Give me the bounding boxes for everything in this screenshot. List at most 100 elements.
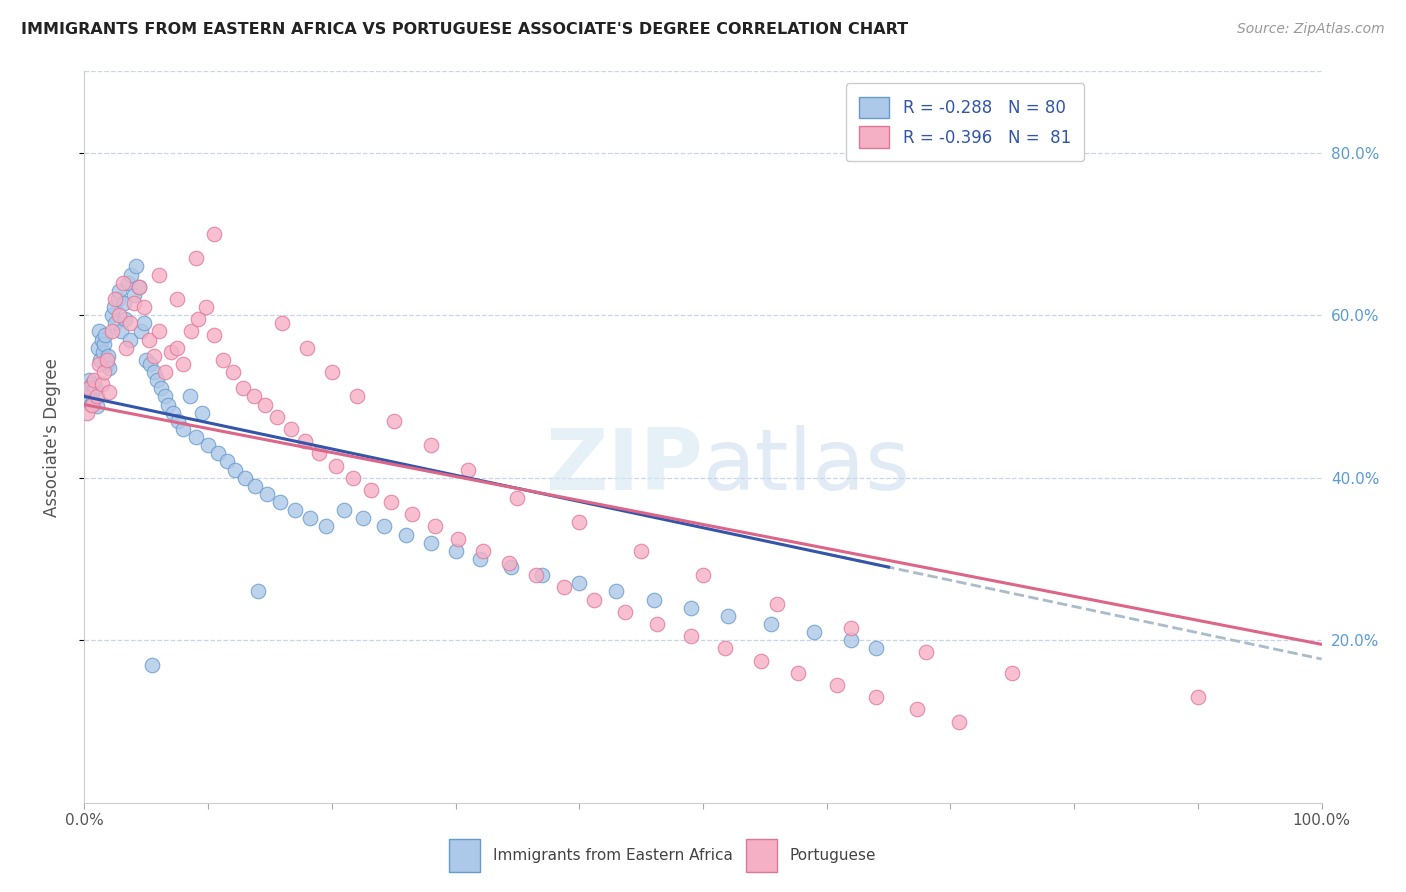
Point bbox=[184, 430, 207, 444]
Point bbox=[382, 414, 405, 428]
Point bbox=[498, 556, 520, 570]
Point bbox=[141, 657, 163, 672]
Point bbox=[93, 365, 115, 379]
Point bbox=[90, 333, 112, 347]
Point bbox=[191, 406, 214, 420]
Point bbox=[568, 576, 591, 591]
Point bbox=[321, 365, 343, 379]
Point bbox=[506, 491, 529, 505]
Point bbox=[202, 328, 225, 343]
Point bbox=[457, 462, 479, 476]
Point bbox=[104, 292, 127, 306]
Point bbox=[308, 446, 330, 460]
Point bbox=[91, 344, 114, 359]
Point bbox=[89, 352, 111, 367]
Point bbox=[202, 227, 225, 241]
Point bbox=[94, 328, 117, 343]
Point bbox=[76, 406, 98, 420]
Point bbox=[803, 625, 825, 640]
Point bbox=[120, 333, 142, 347]
Point bbox=[87, 341, 110, 355]
Point bbox=[342, 471, 364, 485]
Point bbox=[333, 503, 356, 517]
Point bbox=[825, 678, 848, 692]
Point bbox=[162, 406, 184, 420]
Point bbox=[614, 605, 637, 619]
Point bbox=[692, 568, 714, 582]
Point bbox=[679, 629, 702, 643]
Point bbox=[98, 385, 121, 400]
Point bbox=[187, 312, 209, 326]
Point bbox=[501, 560, 523, 574]
Point bbox=[423, 519, 446, 533]
Point bbox=[128, 279, 150, 293]
Point bbox=[948, 714, 970, 729]
Point bbox=[325, 458, 347, 473]
Point bbox=[315, 519, 337, 533]
Point bbox=[841, 621, 863, 635]
Point bbox=[80, 377, 103, 392]
Point bbox=[215, 454, 238, 468]
Point bbox=[717, 608, 740, 623]
Point bbox=[346, 389, 368, 403]
Point bbox=[373, 519, 395, 533]
Point bbox=[232, 381, 254, 395]
Point bbox=[148, 268, 170, 282]
Point bbox=[93, 336, 115, 351]
Point bbox=[645, 617, 668, 632]
Point bbox=[79, 398, 101, 412]
Point bbox=[122, 288, 145, 302]
Text: IMMIGRANTS FROM EASTERN AFRICA VS PORTUGUESE ASSOCIATE'S DEGREE CORRELATION CHAR: IMMIGRANTS FROM EASTERN AFRICA VS PORTUG… bbox=[21, 22, 908, 37]
Point bbox=[166, 292, 188, 306]
Point bbox=[148, 325, 170, 339]
Point bbox=[129, 325, 152, 339]
Point bbox=[82, 393, 104, 408]
Point bbox=[98, 361, 121, 376]
Point bbox=[166, 341, 188, 355]
Point bbox=[419, 535, 441, 549]
Point bbox=[630, 544, 652, 558]
Point bbox=[76, 389, 98, 403]
Point bbox=[103, 300, 125, 314]
Point bbox=[352, 511, 374, 525]
Point bbox=[253, 398, 276, 412]
Point bbox=[79, 381, 101, 395]
Point bbox=[271, 316, 294, 330]
Text: Immigrants from Eastern Africa: Immigrants from Eastern Africa bbox=[492, 848, 733, 863]
Point bbox=[471, 544, 494, 558]
Point bbox=[90, 377, 112, 392]
Point bbox=[865, 690, 887, 705]
Point bbox=[395, 527, 418, 541]
Point bbox=[150, 381, 173, 395]
Point bbox=[643, 592, 665, 607]
Point bbox=[294, 434, 316, 449]
Point bbox=[79, 385, 101, 400]
Point bbox=[97, 349, 120, 363]
Bar bbox=[747, 839, 778, 872]
Point bbox=[865, 641, 887, 656]
Point bbox=[89, 357, 111, 371]
Point bbox=[172, 357, 194, 371]
Point bbox=[470, 552, 492, 566]
Point bbox=[157, 398, 180, 412]
Text: Portuguese: Portuguese bbox=[790, 848, 876, 863]
Point bbox=[524, 568, 547, 582]
Point bbox=[77, 381, 100, 395]
Point bbox=[243, 389, 266, 403]
Text: ZIP: ZIP bbox=[546, 425, 703, 508]
Point bbox=[139, 357, 162, 371]
Point bbox=[111, 276, 134, 290]
Point bbox=[197, 438, 219, 452]
Point bbox=[83, 373, 105, 387]
Point bbox=[914, 645, 936, 659]
Point bbox=[679, 600, 702, 615]
Point bbox=[222, 365, 245, 379]
Point bbox=[759, 617, 782, 632]
Point bbox=[298, 511, 321, 525]
Point bbox=[79, 373, 101, 387]
Point bbox=[128, 279, 150, 293]
Point bbox=[110, 325, 132, 339]
Point bbox=[96, 357, 118, 371]
Point bbox=[605, 584, 627, 599]
Point bbox=[114, 312, 136, 326]
